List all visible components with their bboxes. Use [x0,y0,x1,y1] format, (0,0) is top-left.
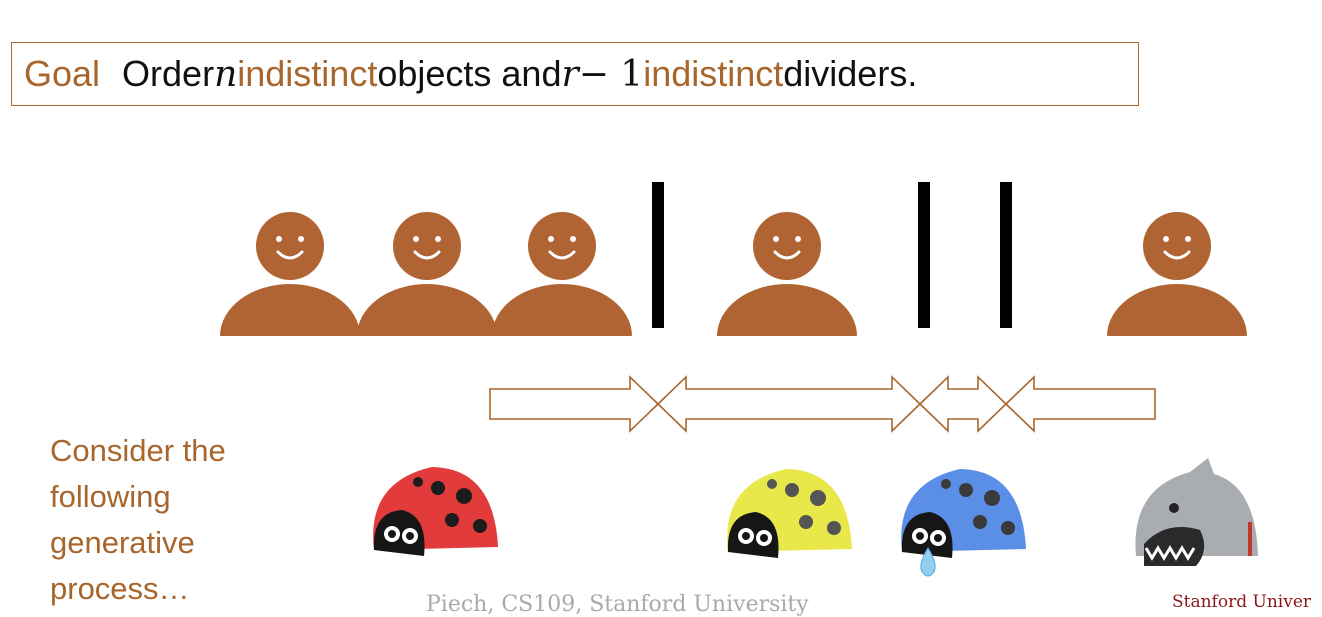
person-icon [355,210,499,338]
goal-text-4: − 1 [578,53,644,95]
goal-text-3: objects and [377,53,562,94]
footer-university: Stanford Univer [1172,592,1312,612]
arrow-right-icon [489,375,660,433]
blue-ladybug-helmet-icon [901,469,1026,577]
consider-line: generative [50,525,195,560]
person-icon [715,210,859,338]
goal-text-5: dividers. [783,53,918,94]
footer-credit: Piech, CS109, Stanford University [426,592,809,617]
goal-indistinct-1: indistinct [237,53,378,94]
goal-box: Goal Order n indistinct objects and r − 1… [11,42,1139,106]
arrow-left-icon [1004,375,1156,433]
consider-text: Consider the following generative proces… [50,428,226,612]
consider-line: process… [50,571,190,606]
divider-bar [652,182,664,328]
consider-line: following [50,479,171,514]
goal-text-1: Order [122,53,215,94]
divider-bar [1000,182,1012,328]
arrow-double-icon [918,375,1008,433]
consider-line: Consider the [50,433,226,468]
person-icon [490,210,634,338]
goal-label: Goal [24,53,101,94]
divider-bar [918,182,930,328]
arrow-double-icon [656,375,922,433]
goal-var-r: r [561,53,579,95]
person-icon [1105,210,1249,338]
goal-var-n: n [214,53,238,95]
yellow-ladybug-helmet-icon [727,469,852,558]
shark-helmet-icon [1135,458,1258,566]
red-ladybug-helmet-icon [373,467,498,556]
person-icon [218,210,362,338]
goal-indistinct-2: indistinct [643,53,784,94]
